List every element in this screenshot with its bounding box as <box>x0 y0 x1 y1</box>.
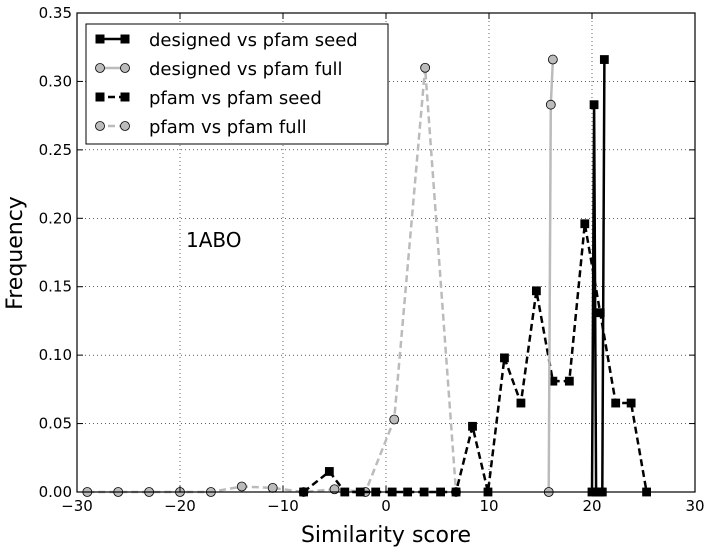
annotation-label: 1ABO <box>186 228 242 252</box>
data-point <box>626 398 636 408</box>
data-point <box>420 62 431 73</box>
ticks: −30 −20 −10 0 10 20 30 0.00 0.05 0.10 0.15 0.20 0.25… <box>39 4 705 515</box>
legend: designed vs pfam seed designed vs pfam f… <box>85 23 389 145</box>
data-point <box>236 481 247 492</box>
legend-marker-2b <box>120 92 130 102</box>
x-tick-label: −30 <box>61 497 93 515</box>
legend-marker-3 <box>95 121 105 131</box>
y-tick-label: 0.05 <box>39 415 72 433</box>
data-point <box>580 219 590 229</box>
y-tick-label: 0.35 <box>39 4 72 22</box>
x-tick-label: −20 <box>164 497 196 515</box>
data-point <box>389 414 400 425</box>
legend-label-1: designed vs pfam full <box>149 59 342 80</box>
y-tick-label: 0.25 <box>39 141 72 159</box>
legend-marker-0 <box>95 34 105 44</box>
legend-label-3: pfam vs pfam full <box>149 117 307 138</box>
x-tick-label: −10 <box>267 497 299 515</box>
legend-marker-3b <box>120 121 130 131</box>
legend-label-0: designed vs pfam seed <box>149 30 358 51</box>
data-point <box>267 482 278 493</box>
data-point <box>531 286 541 296</box>
legend-marker-2 <box>95 92 105 102</box>
x-tick-label: 0 <box>381 497 391 515</box>
data-point <box>589 100 599 110</box>
data-point <box>324 467 334 476</box>
x-tick-label: 20 <box>582 497 601 515</box>
legend-box <box>85 23 389 145</box>
data-point <box>500 353 509 363</box>
legend-marker-0b <box>120 34 130 44</box>
legend-marker-1 <box>95 63 105 73</box>
y-tick-label: 0.00 <box>39 483 72 501</box>
y-axis-title: Frequency <box>3 196 28 310</box>
data-point <box>547 54 558 65</box>
series-1 <box>543 54 558 497</box>
y-tick-label: 0.20 <box>39 209 72 227</box>
data-point <box>545 99 556 110</box>
y-tick-label: 0.15 <box>39 278 72 296</box>
legend-label-2: pfam vs pfam seed <box>149 88 322 109</box>
x-tick-label: 10 <box>479 497 498 515</box>
x-axis-title: Similarity score <box>301 523 471 548</box>
data-point <box>468 421 477 431</box>
legend-marker-1b <box>120 63 130 73</box>
x-tick-label: 30 <box>685 497 704 515</box>
data-point <box>564 376 574 386</box>
data-point <box>516 398 526 408</box>
data-point <box>599 55 609 64</box>
y-tick-label: 0.10 <box>39 346 72 364</box>
data-point <box>611 398 621 408</box>
y-tick-label: 0.30 <box>39 72 72 90</box>
